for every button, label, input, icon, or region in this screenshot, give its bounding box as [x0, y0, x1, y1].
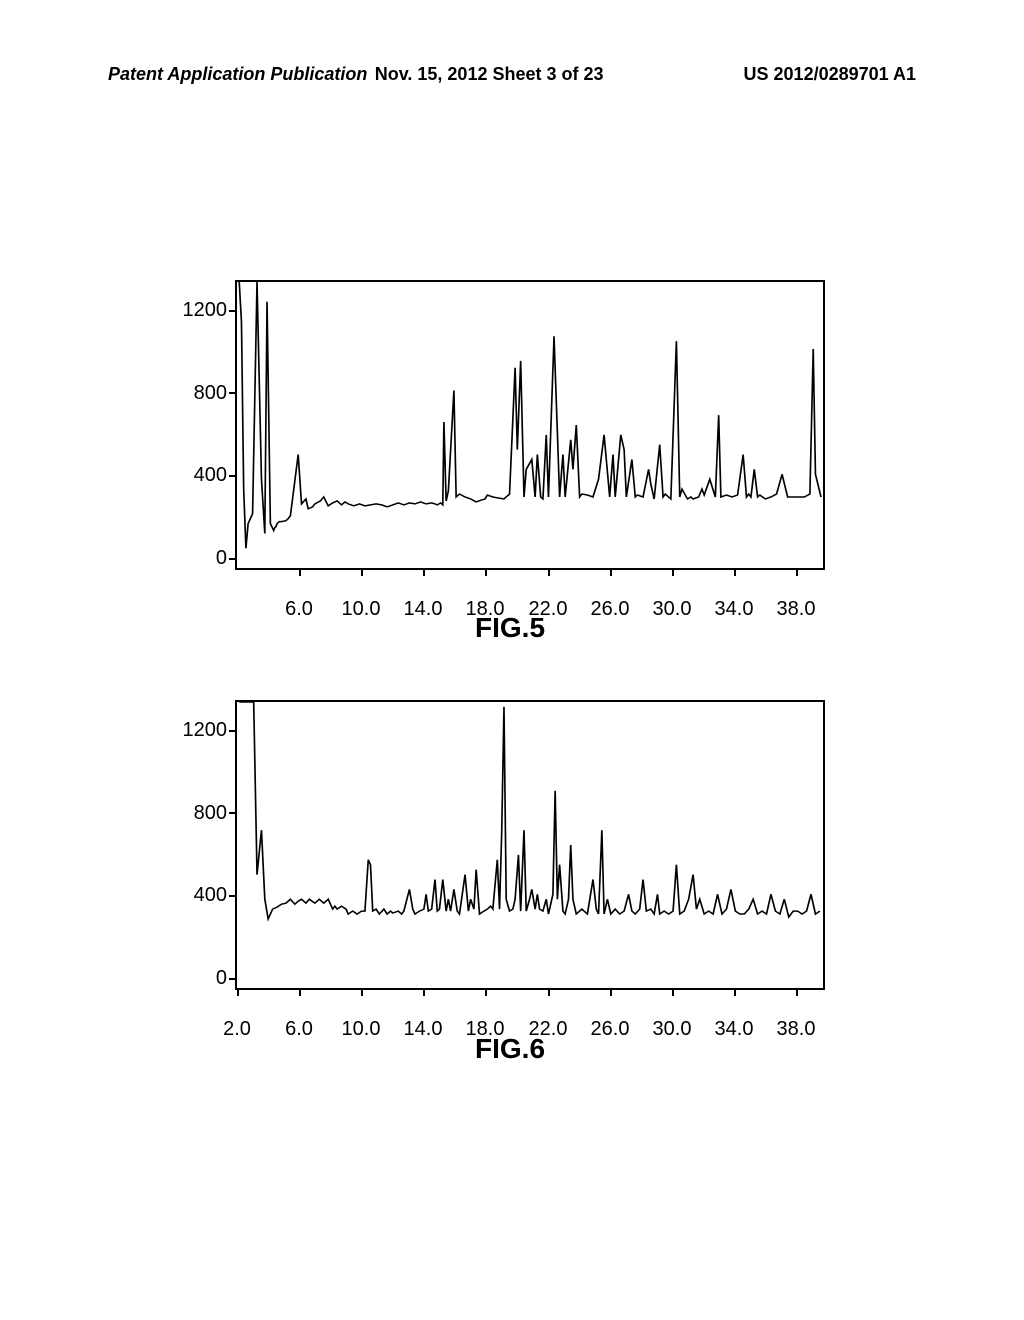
- y-tick-mark: [229, 475, 237, 477]
- x-tick-label: 38.0: [777, 1018, 816, 1041]
- fig5-spectrum-line: [237, 282, 823, 568]
- header-publication: Patent Application Publication: [108, 64, 367, 85]
- x-tick-label: 34.0: [715, 1018, 754, 1041]
- y-tick-mark: [229, 392, 237, 394]
- x-tick-label: 34.0: [715, 598, 754, 621]
- y-tick-mark: [229, 310, 237, 312]
- y-tick-label: 1200: [183, 719, 228, 742]
- y-tick-mark: [229, 730, 237, 732]
- x-tick-label: 10.0: [342, 1018, 381, 1041]
- x-tick-label: 14.0: [404, 1018, 443, 1041]
- x-tick-mark: [548, 568, 550, 576]
- y-tick-mark: [229, 895, 237, 897]
- x-tick-label: 14.0: [404, 598, 443, 621]
- x-tick-mark: [423, 988, 425, 996]
- x-tick-mark: [237, 988, 239, 996]
- y-tick-label: 0: [216, 547, 227, 570]
- figure-5-chart: 0 400 800 1200 6.0 10.0 14.0 18.0 22.0 2…: [235, 280, 825, 570]
- fig6-spectrum-line: [237, 702, 823, 988]
- x-tick-mark: [423, 568, 425, 576]
- x-tick-label: 30.0: [653, 1018, 692, 1041]
- y-tick-mark: [229, 812, 237, 814]
- x-tick-mark: [485, 988, 487, 996]
- y-tick-label: 400: [194, 464, 227, 487]
- y-tick-mark: [229, 558, 237, 560]
- y-tick-label: 400: [194, 884, 227, 907]
- x-tick-mark: [734, 568, 736, 576]
- header-patent-number: US 2012/0289701 A1: [744, 64, 916, 85]
- x-tick-mark: [610, 988, 612, 996]
- x-tick-mark: [361, 568, 363, 576]
- x-tick-mark: [796, 568, 798, 576]
- y-tick-mark: [229, 978, 237, 980]
- y-tick-label: 800: [194, 802, 227, 825]
- x-tick-label: 6.0: [285, 598, 313, 621]
- x-tick-label: 2.0: [223, 1018, 251, 1041]
- x-tick-mark: [485, 568, 487, 576]
- x-tick-mark: [610, 568, 612, 576]
- header-date-sheet: Nov. 15, 2012 Sheet 3 of 23: [375, 64, 604, 85]
- figure-6-chart: 0 400 800 1200 2.0 6.0 10.0 14.0 18.0 22…: [235, 700, 825, 990]
- x-tick-mark: [672, 568, 674, 576]
- y-tick-label: 0: [216, 967, 227, 990]
- x-tick-label: 10.0: [342, 598, 381, 621]
- x-tick-label: 26.0: [591, 1018, 630, 1041]
- y-tick-label: 1200: [183, 299, 228, 322]
- x-tick-label: 26.0: [591, 598, 630, 621]
- x-tick-mark: [548, 988, 550, 996]
- x-tick-mark: [672, 988, 674, 996]
- x-tick-mark: [796, 988, 798, 996]
- y-tick-label: 800: [194, 382, 227, 405]
- x-tick-mark: [734, 988, 736, 996]
- x-tick-mark: [361, 988, 363, 996]
- figure-6-label: FIG.6: [475, 1033, 545, 1065]
- fig5-y-axis: 0 400 800 1200: [172, 282, 227, 568]
- x-tick-mark: [299, 988, 301, 996]
- x-tick-label: 6.0: [285, 1018, 313, 1041]
- fig6-y-axis: 0 400 800 1200: [172, 702, 227, 988]
- x-tick-mark: [299, 568, 301, 576]
- figure-5-label: FIG.5: [475, 612, 545, 644]
- patent-header: Patent Application Publication Nov. 15, …: [108, 64, 916, 85]
- x-tick-label: 38.0: [777, 598, 816, 621]
- x-tick-label: 30.0: [653, 598, 692, 621]
